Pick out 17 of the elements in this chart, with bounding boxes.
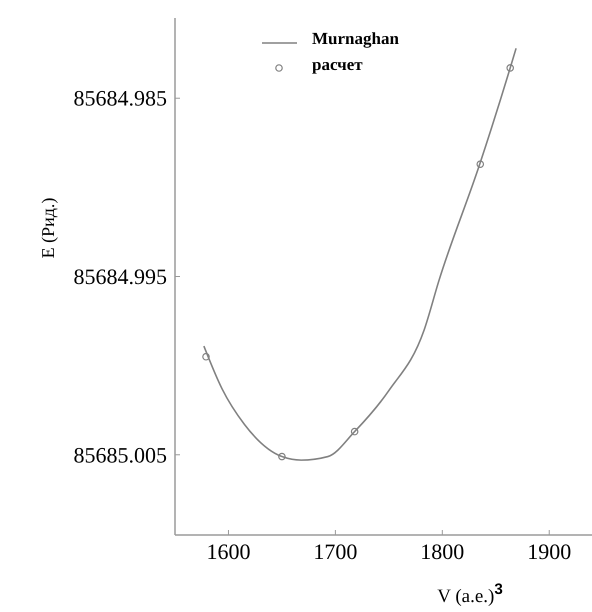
- legend-label: расчет: [312, 55, 364, 74]
- x-tick-label: 1900: [527, 539, 572, 564]
- x-tick-label: 1600: [206, 539, 250, 564]
- point: [476, 160, 484, 168]
- legend-label: Murnaghan: [312, 29, 400, 48]
- y-axis-title: E (Рид.): [38, 198, 58, 258]
- point: [506, 64, 514, 72]
- point: [202, 352, 210, 361]
- y-tick-label: 85684.995: [74, 264, 167, 289]
- y-tick-label: 85685.005: [74, 442, 167, 468]
- x-tick-label: 1700: [313, 539, 358, 564]
- x-tick-label: 1800: [420, 539, 464, 564]
- point: [278, 452, 286, 460]
- y-tick-label: 85684.985: [74, 86, 167, 111]
- line-series: [203, 48, 517, 461]
- x-axis-title: V (a.e.)$^{3}$: [437, 580, 503, 607]
- point: [350, 428, 358, 436]
